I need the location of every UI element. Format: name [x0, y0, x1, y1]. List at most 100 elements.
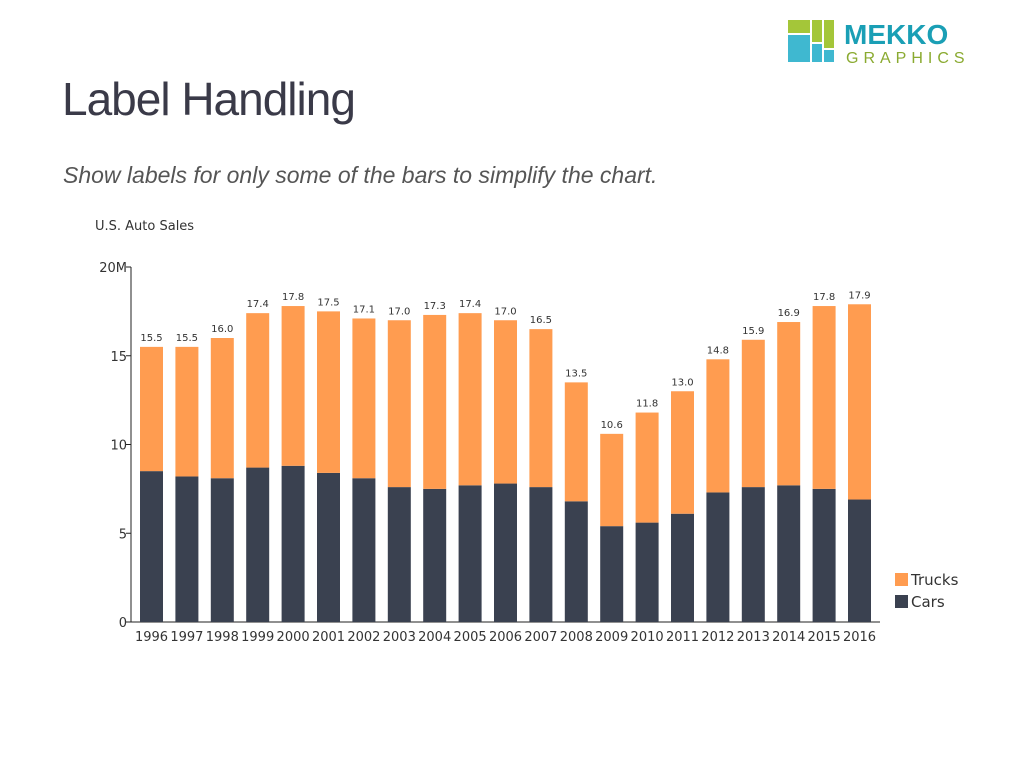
legend-swatch-cars	[895, 595, 908, 608]
bar-trucks-2006	[494, 320, 517, 484]
bar-trucks-2012	[706, 359, 730, 493]
x-tick-label: 2016	[843, 630, 876, 645]
x-tick-label: 2004	[418, 630, 451, 645]
bar-cars-1997	[175, 476, 199, 622]
x-tick-label: 2014	[772, 630, 805, 645]
page-title: Label Handling	[62, 73, 356, 125]
bar-cars-2013	[741, 487, 765, 622]
page-subtitle: Show labels for only some of the bars to…	[63, 162, 658, 188]
bar-cars-2014	[777, 485, 801, 622]
total-label: 13.5	[565, 368, 587, 379]
bar-trucks-2015	[812, 306, 836, 489]
total-label: 17.4	[459, 299, 481, 310]
svg-text:GRAPHICS: GRAPHICS	[846, 50, 970, 66]
x-tick-label: 2000	[277, 630, 310, 645]
x-tick-label: 2011	[666, 630, 699, 645]
bar-cars-2006	[494, 483, 517, 622]
x-tick-label: 2002	[347, 630, 380, 645]
total-label: 16.9	[778, 308, 800, 319]
bar-cars-2003	[387, 487, 411, 622]
bar-trucks-2003	[387, 320, 411, 488]
bar-trucks-2013	[741, 339, 765, 488]
x-tick-label: 2001	[312, 630, 345, 645]
bar-trucks-2010	[635, 412, 659, 523]
y-tick-label: 10	[110, 439, 127, 454]
x-tick-label: 2008	[560, 630, 593, 645]
bar-cars-1998	[210, 478, 234, 622]
total-label: 15.5	[176, 333, 198, 344]
bar-cars-2004	[423, 488, 447, 622]
bar-cars-2015	[812, 488, 836, 622]
total-label: 16.0	[211, 324, 233, 335]
bar-trucks-2001	[317, 311, 340, 473]
bar-cars-2002	[352, 478, 376, 622]
x-tick-label: 1999	[241, 630, 274, 645]
total-label: 11.8	[636, 399, 658, 410]
bar-cars-2000	[281, 465, 305, 622]
y-tick-label: 0	[119, 616, 127, 631]
bar-trucks-1998	[210, 338, 234, 479]
total-label: 17.5	[317, 297, 339, 308]
bar-trucks-2005	[458, 313, 482, 486]
legend-label-cars: Cars	[911, 593, 945, 611]
total-label: 14.8	[707, 345, 729, 356]
bar-cars-2009	[600, 526, 624, 622]
bar-trucks-1996	[140, 346, 163, 472]
bar-cars-2012	[706, 492, 730, 622]
x-tick-label: 1996	[135, 630, 168, 645]
bar-trucks-2014	[777, 322, 801, 486]
x-tick-label: 2007	[524, 630, 557, 645]
mekko-graphics-logo: MEKKO GRAPHICS	[788, 19, 970, 66]
x-tick-label: 2012	[701, 630, 734, 645]
total-label: 17.4	[247, 299, 269, 310]
bar-cars-2001	[317, 472, 340, 622]
y-tick-label: 20M	[99, 261, 127, 276]
bar-trucks-1999	[246, 313, 270, 468]
chart-title: U.S. Auto Sales	[95, 219, 194, 234]
bar-cars-2005	[458, 485, 482, 622]
x-tick-label: 1998	[206, 630, 239, 645]
bar-trucks-2016	[848, 304, 871, 500]
x-tick-label: 2013	[737, 630, 770, 645]
total-label: 17.8	[282, 292, 304, 303]
legend-swatch-trucks	[895, 573, 908, 586]
legend-label-trucks: Trucks	[910, 571, 959, 589]
svg-text:MEKKO: MEKKO	[844, 19, 948, 50]
bar-trucks-2004	[423, 314, 447, 489]
bar-cars-2010	[635, 522, 659, 622]
total-label: 17.3	[424, 301, 446, 312]
total-label: 17.0	[494, 306, 516, 317]
bar-cars-1996	[140, 471, 163, 622]
total-label: 17.1	[353, 304, 375, 315]
total-label: 15.5	[140, 333, 162, 344]
bar-trucks-1997	[175, 346, 199, 477]
bar-trucks-2000	[281, 306, 305, 466]
bar-trucks-2009	[600, 433, 624, 527]
x-tick-label: 2015	[808, 630, 841, 645]
total-label: 17.9	[848, 290, 870, 301]
total-label: 15.9	[742, 326, 764, 337]
total-label: 17.8	[813, 292, 835, 303]
x-tick-label: 1997	[170, 630, 203, 645]
x-tick-label: 2003	[383, 630, 416, 645]
total-label: 13.0	[671, 377, 693, 388]
bar-trucks-2011	[671, 391, 694, 514]
x-tick-label: 2006	[489, 630, 522, 645]
y-tick-label: 5	[119, 527, 127, 542]
bar-cars-2008	[564, 501, 588, 622]
x-tick-label: 2010	[631, 630, 664, 645]
total-label: 10.6	[601, 420, 623, 431]
bar-cars-2016	[848, 499, 871, 622]
bar-cars-1999	[246, 467, 270, 622]
bar-cars-2011	[671, 513, 694, 622]
x-tick-label: 2009	[595, 630, 628, 645]
y-tick-label: 15	[110, 350, 127, 365]
bar-trucks-2002	[352, 318, 376, 479]
x-tick-label: 2005	[454, 630, 487, 645]
bar-cars-2007	[529, 487, 553, 622]
bar-trucks-2007	[529, 329, 553, 488]
total-label: 17.0	[388, 306, 410, 317]
total-label: 16.5	[530, 315, 552, 326]
bar-trucks-2008	[564, 382, 588, 502]
